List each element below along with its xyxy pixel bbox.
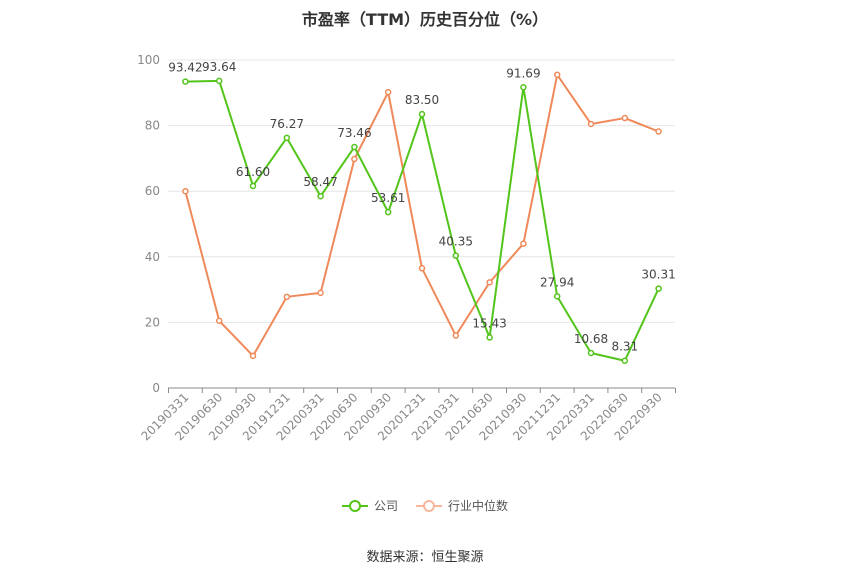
data-point-industry-median bbox=[452, 332, 460, 339]
y-tick-label: 40 bbox=[145, 250, 160, 264]
data-point-industry-median bbox=[587, 120, 595, 128]
data-label-company: 40.35 bbox=[439, 235, 473, 249]
data-point-company bbox=[418, 110, 426, 118]
axes: 0204060801002019033120190630201909302019… bbox=[137, 53, 676, 443]
data-point-industry-median bbox=[182, 187, 189, 195]
data-label-company: 15.43 bbox=[472, 316, 506, 330]
data-point-company bbox=[182, 78, 189, 85]
data-label-company: 93.64 bbox=[202, 60, 236, 74]
series-line-company bbox=[185, 79, 660, 362]
legend-item-industry-median[interactable]: 行业中位数 bbox=[416, 497, 508, 514]
data-label-company: 58.47 bbox=[303, 175, 337, 189]
legend-swatch-industry-median bbox=[416, 499, 442, 513]
data-point-industry-median bbox=[351, 155, 358, 163]
data-label-company: 53.61 bbox=[371, 191, 405, 205]
data-label-company: 73.46 bbox=[337, 126, 371, 140]
data-point-industry-median bbox=[384, 88, 392, 96]
legend-item-company[interactable]: 公司 bbox=[341, 497, 398, 514]
data-point-industry-median bbox=[553, 71, 561, 79]
y-tick-label: 80 bbox=[145, 119, 160, 133]
data-label-company: 93.42 bbox=[168, 61, 202, 75]
y-tick-label: 20 bbox=[145, 315, 160, 329]
data-point-industry-median bbox=[215, 317, 223, 325]
data-label-company: 10.68 bbox=[574, 332, 608, 346]
series bbox=[182, 71, 662, 364]
data-point-industry-median bbox=[283, 293, 291, 301]
data-point-company bbox=[520, 84, 527, 91]
legend-swatch-company bbox=[341, 499, 368, 513]
data-point-company bbox=[384, 208, 392, 216]
data-point-company bbox=[215, 77, 223, 85]
data-point-company bbox=[283, 134, 291, 142]
data-point-company bbox=[486, 334, 493, 341]
data-label-company: 61.60 bbox=[236, 165, 270, 179]
data-point-company bbox=[587, 349, 595, 357]
data-point-company bbox=[553, 293, 561, 300]
data-labels: 93.42 93.64 61.60 76.27 58.47 73.46 53.61 83.50… bbox=[168, 60, 676, 354]
data-label-company: 76.27 bbox=[270, 117, 304, 131]
data-point-company bbox=[317, 192, 324, 200]
data-label-company: 91.69 bbox=[506, 66, 540, 80]
data-label-company: 83.50 bbox=[405, 93, 439, 107]
data-point-industry-median bbox=[621, 114, 629, 122]
legend-label-company: 公司 bbox=[373, 499, 398, 513]
data-source: 数据来源：恒生聚源 bbox=[366, 550, 484, 565]
data-label-company: 30.31 bbox=[641, 268, 675, 282]
y-tick-label: 100 bbox=[137, 53, 160, 67]
data-point-company bbox=[351, 143, 358, 151]
data-point-industry-median bbox=[520, 240, 527, 247]
data-point-industry-median bbox=[317, 289, 324, 297]
data-label-company: 8.31 bbox=[611, 340, 638, 354]
data-point-industry-median bbox=[486, 279, 493, 286]
chart-title: 市盈率（TTM）历史百分位（%） bbox=[301, 10, 549, 29]
legend: 公司 行业中位数 bbox=[0, 497, 850, 514]
data-point-industry-median bbox=[418, 265, 426, 272]
data-point-company bbox=[655, 285, 662, 292]
data-label-company: 27.94 bbox=[540, 275, 574, 289]
y-tick-label: 0 bbox=[152, 381, 160, 395]
data-point-company bbox=[452, 252, 460, 259]
data-point-company bbox=[249, 182, 257, 190]
data-point-company bbox=[621, 357, 629, 364]
legend-label-industry-median: 行业中位数 bbox=[448, 499, 509, 513]
y-tick-label: 60 bbox=[145, 184, 160, 198]
data-point-industry-median bbox=[249, 352, 257, 360]
data-point-industry-median bbox=[655, 128, 662, 135]
